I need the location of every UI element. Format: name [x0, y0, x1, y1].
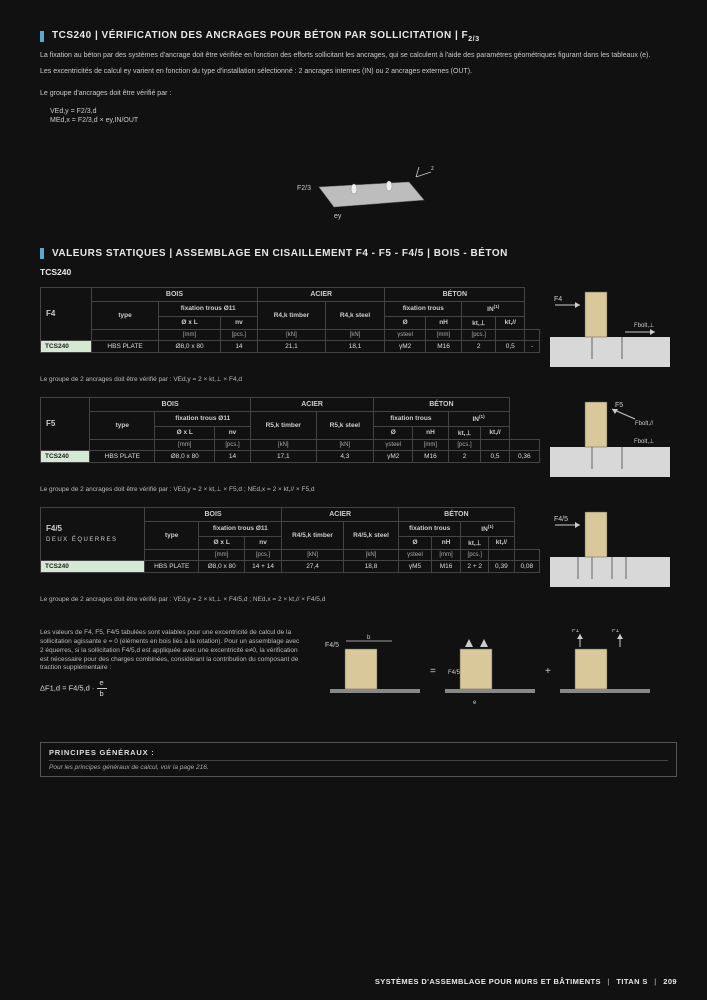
- section1-title: TCS240 | VÉRIFICATION DES ANCRAGES POUR …: [52, 30, 480, 43]
- svg-text:F4/5: F4/5: [448, 670, 461, 676]
- table-f4: F4 BOIS ACIER BÉTON type fixation trous …: [40, 287, 540, 352]
- grp-beton: BÉTON: [385, 288, 525, 302]
- svg-text:Fbolt,//: Fbolt,//: [635, 421, 654, 427]
- label-z: z: [431, 166, 434, 172]
- table-row: TCS240 HBS PLATE Ø8,0 x 80 14 + 14 27,4 …: [41, 560, 540, 572]
- grp-acier: ACIER: [258, 288, 385, 302]
- table-f5: F5 BOIS ACIER BÉTON type fixation trous …: [40, 397, 540, 462]
- col-r4steel: R4,k steel: [325, 302, 385, 329]
- equation-diagram-icon: F4/5 b = F4/5 e +: [320, 629, 660, 714]
- svg-text:b: b: [367, 635, 371, 641]
- formula-block: VEd,y = F2/3,d MEd,x = F2/3,d × ey,IN/OU…: [50, 108, 677, 124]
- row-name: TCS240: [41, 340, 92, 352]
- principles-title: PRINCIPES GÉNÉRAUX :: [49, 748, 668, 761]
- section1-title-text: TCS240 | VÉRIFICATION DES ANCRAGES POUR …: [52, 30, 468, 41]
- col-ktl: kt,⊥: [462, 316, 496, 329]
- col-r4timber: R4,k timber: [258, 302, 326, 329]
- accent-bar-icon-2: [40, 248, 44, 259]
- col-type: type: [91, 302, 158, 329]
- label-f23: F2/3: [297, 185, 311, 192]
- svg-text:Fbolt,⊥: Fbolt,⊥: [634, 322, 654, 329]
- accent-bar-icon: [40, 31, 44, 42]
- table-row: TCS240 HBS PLATE Ø8,0 x 80 14 17,1 4,3 γ…: [41, 450, 540, 462]
- f45-note: Le groupe de 2 ancrages doit être vérifi…: [40, 595, 677, 603]
- bottom-text: Les valeurs de F4, F5, F4/5 tabulées son…: [40, 629, 300, 699]
- svg-text:Fbolt,⊥: Fbolt,⊥: [634, 438, 654, 445]
- table-row: TCS240 HBS PLATE Ø8,0 x 80 14 21,1 18,1 …: [41, 340, 540, 352]
- svg-text:F5: F5: [615, 402, 623, 409]
- principles-box: PRINCIPES GÉNÉRAUX : Pour les principes …: [40, 742, 677, 777]
- bottom-diagrams: F4/5 b = F4/5 e +: [320, 629, 677, 716]
- col-od: Ø: [385, 316, 426, 329]
- f4-diagram: F4 Fbolt,⊥: [550, 287, 670, 369]
- formula-v: VEd,y = F2/3,d: [50, 108, 677, 115]
- section1-title-sub: 2/3: [468, 34, 480, 43]
- f5-note: Le groupe de 2 ancrages doit être vérifi…: [40, 485, 677, 493]
- formula-m: MEd,x = F2/3,d × ey,IN/OUT: [50, 117, 677, 124]
- section2-title: VALEURS STATIQUES | ASSEMBLAGE EN CISAIL…: [52, 248, 508, 259]
- svg-text:F4: F4: [554, 296, 562, 303]
- page-footer: SYSTÈMES D'ASSEMBLAGE POUR MURS ET BÂTIM…: [375, 977, 677, 986]
- sub-fix: fixation trous: [385, 302, 462, 316]
- principles-body: Pour les principes généraux de calcul, v…: [49, 764, 668, 771]
- bracket-3d-icon: F2/3 ey z: [259, 142, 459, 222]
- col-nh: nH: [425, 316, 461, 329]
- svg-text:F1: F1: [572, 629, 580, 634]
- sub-bois: fixation trous Ø11: [159, 302, 258, 316]
- col-oxl: Ø x L: [159, 316, 220, 329]
- footer-product: TITAN S: [616, 977, 647, 986]
- section1-header: TCS240 | VÉRIFICATION DES ANCRAGES POUR …: [40, 30, 677, 43]
- f45-diagram: F4/5: [550, 507, 670, 589]
- f5-diagram: F5 Fbolt,// Fbolt,⊥: [550, 397, 670, 479]
- concrete-wood-f5-icon: F5 Fbolt,// Fbolt,⊥: [550, 397, 670, 477]
- f4-label: F4: [41, 288, 92, 340]
- svg-text:e: e: [473, 700, 477, 706]
- section1-para2: Les excentricités de calcul ey varient e…: [40, 67, 677, 77]
- grp-bois: BOIS: [91, 288, 257, 302]
- concrete-wood-f45-icon: F4/5: [550, 507, 670, 587]
- table-f45: F4/5 DEUX ÉQUERRES BOIS ACIER BÉTON type…: [40, 507, 540, 572]
- svg-text:F1: F1: [612, 629, 620, 634]
- label-ey: ey: [334, 213, 342, 220]
- section1-para1: La fixation au béton par des systèmes d'…: [40, 51, 677, 61]
- subcode: TCS240: [40, 267, 677, 277]
- concrete-wood-f4-icon: F4 Fbolt,⊥: [550, 287, 670, 367]
- col-nv: nv: [220, 316, 257, 329]
- top-diagram: F2/3 ey z: [40, 142, 677, 222]
- section2-header: VALEURS STATIQUES | ASSEMBLAGE EN CISAIL…: [40, 248, 677, 259]
- f5-label: F5: [41, 398, 90, 450]
- col-ktp: kt,//: [496, 316, 525, 329]
- svg-text:=: =: [430, 666, 436, 677]
- f4-note: Le groupe de 2 ancrages doit être vérifi…: [40, 375, 677, 383]
- bottom-formula: ΔF1,d = F4/5,d · eb: [40, 678, 300, 699]
- footer-category: SYSTÈMES D'ASSEMBLAGE POUR MURS ET BÂTIM…: [375, 977, 601, 986]
- check-label: Le groupe d'ancrages doit être vérifié p…: [40, 89, 677, 99]
- svg-text:+: +: [545, 666, 551, 677]
- svg-text:F4/5: F4/5: [325, 642, 339, 649]
- svg-text:F4/5: F4/5: [554, 516, 568, 523]
- sub-in: IN(1): [462, 302, 525, 316]
- footer-page-number: 209: [663, 977, 677, 986]
- f45-label: F4/5 DEUX ÉQUERRES: [41, 508, 145, 560]
